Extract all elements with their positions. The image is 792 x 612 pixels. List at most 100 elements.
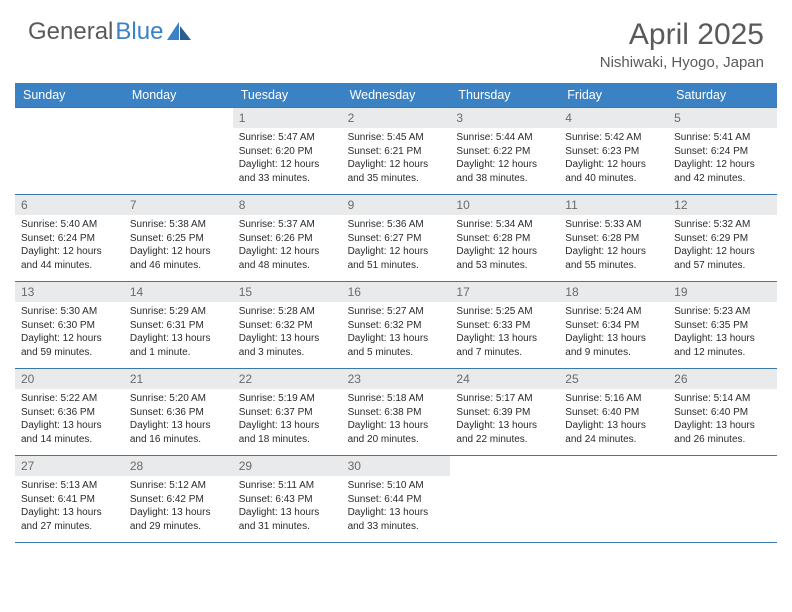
day-cell: 25Sunrise: 5:16 AMSunset: 6:40 PMDayligh…	[559, 369, 668, 455]
day-body: Sunrise: 5:12 AMSunset: 6:42 PMDaylight:…	[124, 476, 233, 537]
daylight-text-1: Daylight: 12 hours	[21, 332, 118, 346]
day-body: Sunrise: 5:38 AMSunset: 6:25 PMDaylight:…	[124, 215, 233, 276]
sunrise-text: Sunrise: 5:10 AM	[348, 479, 445, 493]
daylight-text-2: and 33 minutes.	[348, 520, 445, 534]
calendar: Sunday Monday Tuesday Wednesday Thursday…	[15, 83, 777, 542]
sunrise-text: Sunrise: 5:25 AM	[456, 305, 553, 319]
day-cell: 11Sunrise: 5:33 AMSunset: 6:28 PMDayligh…	[559, 195, 668, 281]
day-number: 14	[124, 282, 233, 302]
day-number: 2	[342, 108, 451, 128]
dow-cell: Sunday	[15, 83, 124, 107]
daylight-text-2: and 59 minutes.	[21, 346, 118, 360]
day-cell: 21Sunrise: 5:20 AMSunset: 6:36 PMDayligh…	[124, 369, 233, 455]
day-cell: 7Sunrise: 5:38 AMSunset: 6:25 PMDaylight…	[124, 195, 233, 281]
day-number: 18	[559, 282, 668, 302]
day-number: 26	[668, 369, 777, 389]
day-number: 21	[124, 369, 233, 389]
daylight-text-2: and 48 minutes.	[239, 259, 336, 273]
day-cell	[559, 456, 668, 542]
sunrise-text: Sunrise: 5:40 AM	[21, 218, 118, 232]
sunset-text: Sunset: 6:20 PM	[239, 145, 336, 159]
day-cell: 4Sunrise: 5:42 AMSunset: 6:23 PMDaylight…	[559, 108, 668, 194]
day-cell: 14Sunrise: 5:29 AMSunset: 6:31 PMDayligh…	[124, 282, 233, 368]
day-body: Sunrise: 5:19 AMSunset: 6:37 PMDaylight:…	[233, 389, 342, 450]
location-label: Nishiwaki, Hyogo, Japan	[600, 54, 764, 71]
day-number: 13	[15, 282, 124, 302]
day-cell: 8Sunrise: 5:37 AMSunset: 6:26 PMDaylight…	[233, 195, 342, 281]
daylight-text-1: Daylight: 13 hours	[239, 419, 336, 433]
day-number: 30	[342, 456, 451, 476]
day-cell: 28Sunrise: 5:12 AMSunset: 6:42 PMDayligh…	[124, 456, 233, 542]
day-body: Sunrise: 5:16 AMSunset: 6:40 PMDaylight:…	[559, 389, 668, 450]
day-number: 12	[668, 195, 777, 215]
week-row: 20Sunrise: 5:22 AMSunset: 6:36 PMDayligh…	[15, 368, 777, 455]
day-number: 6	[15, 195, 124, 215]
sunrise-text: Sunrise: 5:19 AM	[239, 392, 336, 406]
sunset-text: Sunset: 6:24 PM	[674, 145, 771, 159]
day-body: Sunrise: 5:23 AMSunset: 6:35 PMDaylight:…	[668, 302, 777, 363]
sunset-text: Sunset: 6:32 PM	[348, 319, 445, 333]
sunrise-text: Sunrise: 5:22 AM	[21, 392, 118, 406]
daylight-text-2: and 35 minutes.	[348, 172, 445, 186]
day-cell: 15Sunrise: 5:28 AMSunset: 6:32 PMDayligh…	[233, 282, 342, 368]
daylight-text-2: and 22 minutes.	[456, 433, 553, 447]
sunset-text: Sunset: 6:39 PM	[456, 406, 553, 420]
dow-cell: Saturday	[668, 83, 777, 107]
daylight-text-2: and 40 minutes.	[565, 172, 662, 186]
daylight-text-1: Daylight: 13 hours	[130, 419, 227, 433]
daylight-text-2: and 1 minute.	[130, 346, 227, 360]
dow-cell: Monday	[124, 83, 233, 107]
daylight-text-2: and 12 minutes.	[674, 346, 771, 360]
sunrise-text: Sunrise: 5:24 AM	[565, 305, 662, 319]
sunrise-text: Sunrise: 5:28 AM	[239, 305, 336, 319]
day-body: Sunrise: 5:25 AMSunset: 6:33 PMDaylight:…	[450, 302, 559, 363]
day-number: 24	[450, 369, 559, 389]
day-number: 3	[450, 108, 559, 128]
sunset-text: Sunset: 6:25 PM	[130, 232, 227, 246]
daylight-text-1: Daylight: 12 hours	[21, 245, 118, 259]
day-number: 17	[450, 282, 559, 302]
daylight-text-1: Daylight: 12 hours	[674, 158, 771, 172]
dow-cell: Friday	[559, 83, 668, 107]
daylight-text-1: Daylight: 13 hours	[456, 419, 553, 433]
week-row: 13Sunrise: 5:30 AMSunset: 6:30 PMDayligh…	[15, 281, 777, 368]
sunset-text: Sunset: 6:23 PM	[565, 145, 662, 159]
day-cell: 27Sunrise: 5:13 AMSunset: 6:41 PMDayligh…	[15, 456, 124, 542]
day-body: Sunrise: 5:22 AMSunset: 6:36 PMDaylight:…	[15, 389, 124, 450]
daylight-text-2: and 31 minutes.	[239, 520, 336, 534]
daylight-text-2: and 33 minutes.	[239, 172, 336, 186]
daylight-text-1: Daylight: 13 hours	[565, 332, 662, 346]
day-cell: 30Sunrise: 5:10 AMSunset: 6:44 PMDayligh…	[342, 456, 451, 542]
day-cell: 12Sunrise: 5:32 AMSunset: 6:29 PMDayligh…	[668, 195, 777, 281]
sunset-text: Sunset: 6:42 PM	[130, 493, 227, 507]
day-number: 20	[15, 369, 124, 389]
sunrise-text: Sunrise: 5:37 AM	[239, 218, 336, 232]
daylight-text-1: Daylight: 12 hours	[239, 158, 336, 172]
day-number: 15	[233, 282, 342, 302]
day-body: Sunrise: 5:20 AMSunset: 6:36 PMDaylight:…	[124, 389, 233, 450]
day-cell: 3Sunrise: 5:44 AMSunset: 6:22 PMDaylight…	[450, 108, 559, 194]
day-body: Sunrise: 5:11 AMSunset: 6:43 PMDaylight:…	[233, 476, 342, 537]
day-cell: 23Sunrise: 5:18 AMSunset: 6:38 PMDayligh…	[342, 369, 451, 455]
day-cell	[668, 456, 777, 542]
daylight-text-2: and 57 minutes.	[674, 259, 771, 273]
weeks-container: 1Sunrise: 5:47 AMSunset: 6:20 PMDaylight…	[15, 107, 777, 542]
month-title: April 2025	[600, 18, 764, 52]
daylight-text-1: Daylight: 13 hours	[565, 419, 662, 433]
daylight-text-2: and 24 minutes.	[565, 433, 662, 447]
daylight-text-1: Daylight: 13 hours	[348, 506, 445, 520]
title-block: April 2025 Nishiwaki, Hyogo, Japan	[600, 18, 764, 71]
brand-part1: General	[28, 18, 113, 46]
week-row: 1Sunrise: 5:47 AMSunset: 6:20 PMDaylight…	[15, 107, 777, 194]
day-body: Sunrise: 5:14 AMSunset: 6:40 PMDaylight:…	[668, 389, 777, 450]
brand-part2: Blue	[115, 18, 163, 46]
day-body: Sunrise: 5:45 AMSunset: 6:21 PMDaylight:…	[342, 128, 451, 189]
daylight-text-1: Daylight: 13 hours	[348, 332, 445, 346]
day-body: Sunrise: 5:37 AMSunset: 6:26 PMDaylight:…	[233, 215, 342, 276]
day-cell: 5Sunrise: 5:41 AMSunset: 6:24 PMDaylight…	[668, 108, 777, 194]
brand-logo: GeneralBlue	[28, 18, 193, 46]
sunset-text: Sunset: 6:41 PM	[21, 493, 118, 507]
sunset-text: Sunset: 6:40 PM	[565, 406, 662, 420]
daylight-text-1: Daylight: 12 hours	[565, 158, 662, 172]
sunset-text: Sunset: 6:28 PM	[456, 232, 553, 246]
